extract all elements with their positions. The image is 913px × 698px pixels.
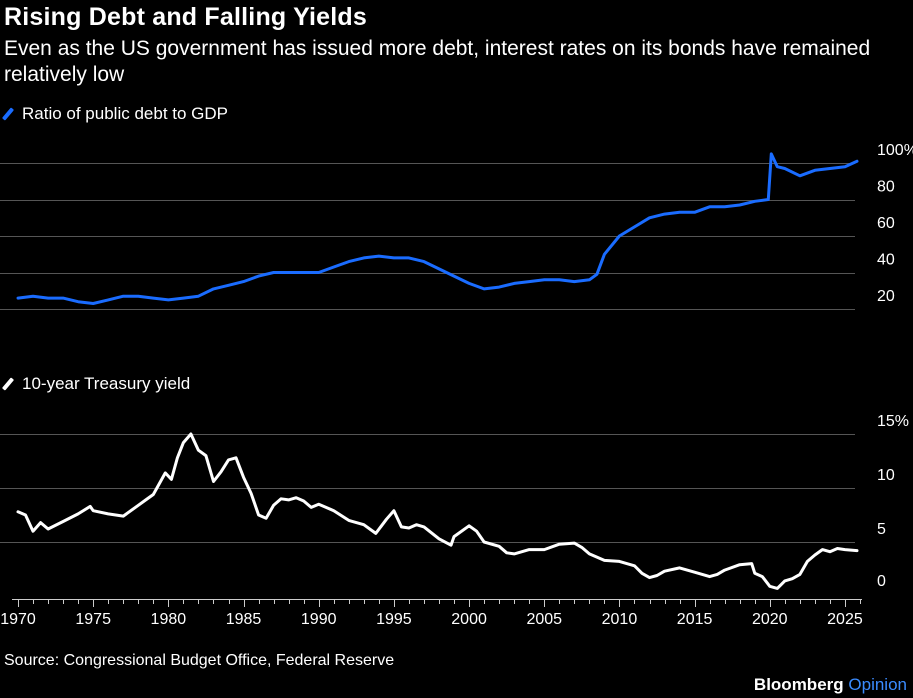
brand-name: Bloomberg xyxy=(753,675,844,694)
source-note: Source: Congressional Budget Office, Fed… xyxy=(4,652,395,669)
x-tick-label: 2025 xyxy=(827,611,863,628)
debt-ytick-label: 60 xyxy=(877,215,895,232)
legend-debt-label: Ratio of public debt to GDP xyxy=(22,104,229,123)
x-tick-label: 1975 xyxy=(75,611,111,628)
x-tick-label: 2015 xyxy=(677,611,713,628)
debt-ytick-label: 80 xyxy=(877,179,895,196)
debt-series-line xyxy=(16,152,859,305)
x-tick-label: 1970 xyxy=(0,611,36,628)
legend-debt: Ratio of public debt to GDP xyxy=(1,104,229,124)
x-tick-label: 2010 xyxy=(602,611,638,628)
yield-series-line xyxy=(16,432,859,590)
x-tick-label: 2005 xyxy=(526,611,562,628)
debt-ytick-label: 40 xyxy=(877,252,895,269)
x-tick-label: 1990 xyxy=(301,611,337,628)
chart-title: Rising Debt and Falling Yields xyxy=(4,3,367,31)
legend-yield: 10-year Treasury yield xyxy=(1,374,191,394)
brand-suffix: Opinion xyxy=(848,675,907,694)
legend-yield-label: 10-year Treasury yield xyxy=(22,374,191,393)
x-tick-label: 1995 xyxy=(376,611,412,628)
x-tick-label: 2000 xyxy=(451,611,487,628)
brand-logo: Bloomberg Opinion xyxy=(754,675,907,695)
yield-ytick-label: 15% xyxy=(877,413,909,430)
yield-ytick-label: 10 xyxy=(877,467,895,484)
x-tick-label: 1980 xyxy=(151,611,187,628)
chart-subtitle: Even as the US government has issued mor… xyxy=(4,37,871,86)
x-tick-label: 1985 xyxy=(226,611,262,628)
yield-ytick-label: 5 xyxy=(877,521,886,538)
yield-ytick-label: 0 xyxy=(877,573,886,590)
x-tick-label: 2020 xyxy=(752,611,788,628)
debt-ytick-label: 100% xyxy=(877,142,913,159)
debt-ytick-label: 20 xyxy=(877,288,895,305)
